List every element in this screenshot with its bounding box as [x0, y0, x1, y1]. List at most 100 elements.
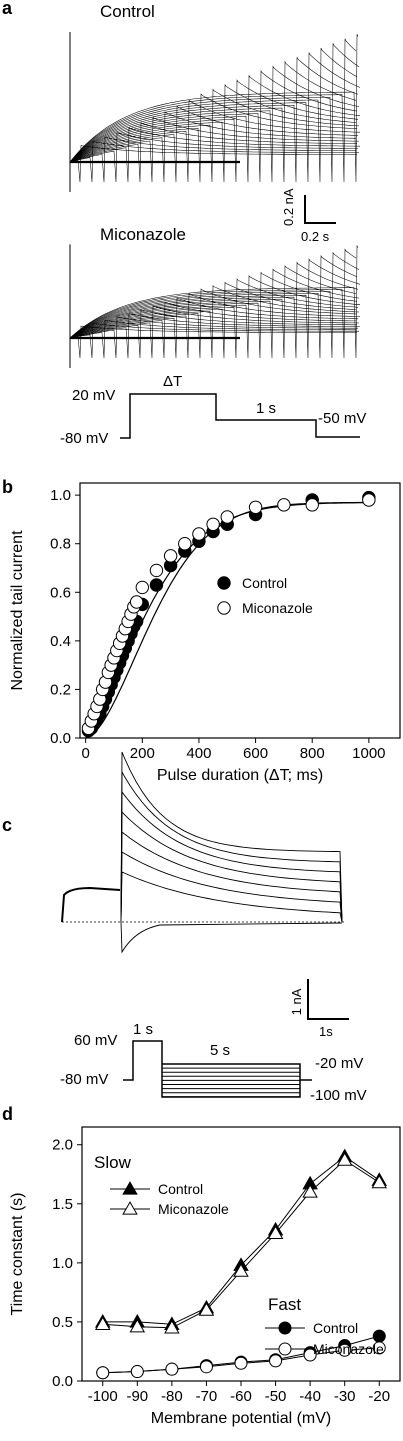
protocol-a-step: 20 mV	[72, 387, 115, 404]
chart-b-series-1-point-26	[277, 498, 291, 512]
c-trace-1	[120, 770, 343, 923]
control-trace-20	[69, 47, 358, 183]
c-trace-2	[120, 790, 343, 923]
chart-d-x-tick-label-1: -90	[126, 1388, 148, 1405]
chart-b-y-tick-label-0: 0.0	[50, 730, 71, 747]
scale-bar-a-y-label: 0.2 nA	[281, 188, 296, 226]
protocol-c-step: 60 mV	[74, 1032, 117, 1049]
chart-d-series-1-point-4	[233, 1263, 249, 1277]
control-trace-14	[69, 74, 361, 183]
chart-d-series-1-point-8	[371, 1174, 388, 1189]
control-trace-8	[69, 105, 359, 183]
chart-d-series-3-point-3	[199, 1360, 213, 1374]
c-trace-6	[120, 871, 343, 923]
chart-b-series-0-point-19	[149, 578, 164, 592]
miconazole-trace-9	[69, 292, 361, 359]
scale-bar-c-x-label: 1s	[319, 1024, 333, 1039]
control-trace-12	[69, 83, 357, 183]
miconazole-trace-4	[69, 312, 360, 359]
chart-d-series-1-line	[102, 1159, 380, 1329]
miconazole-trace-22	[69, 248, 357, 359]
chart-b-series-1-point-28	[362, 493, 376, 507]
protocol-c-holding: -80 mV	[60, 1071, 108, 1088]
chart-b-x-tick-label-2: 400	[186, 745, 211, 762]
chart-d-x-tick-label-4: -60	[230, 1388, 252, 1405]
chart-d-series-1-point-1	[129, 1318, 146, 1333]
chart-b-series-1-point-21	[178, 537, 192, 551]
chart-d-y-tick-label-4: 2.0	[52, 1137, 73, 1154]
chart-d-x-tick-label-7: -30	[334, 1388, 356, 1405]
chart-b-y-tick-label-3: 0.6	[50, 584, 71, 601]
protocol-c-test-duration: 5 s	[210, 1042, 230, 1059]
chart-b-series-1-point-18	[135, 580, 150, 595]
chart-d-series-3-point-6	[303, 1348, 317, 1362]
scale-bar-c: 1 nA 1s	[289, 979, 349, 1039]
miconazole-trace-23	[69, 245, 359, 359]
miconazole-trace-17	[69, 265, 357, 359]
chart-d-x-tick-label-8: -20	[368, 1388, 390, 1405]
chart-d-series-3-point-1	[130, 1365, 144, 1379]
miconazole-trace-19	[69, 258, 361, 359]
chart-d-series-0-line	[102, 1155, 380, 1325]
chart-b-series-1-point-23	[206, 517, 220, 531]
chart-d-series-1-point-6	[302, 1184, 318, 1198]
control-trace-22	[69, 38, 357, 183]
chart-d-series-3-point-7	[338, 1343, 352, 1357]
miconazole-trace-16	[69, 268, 360, 359]
control-trace-16	[69, 65, 360, 183]
chart-d-legend-marker-3	[278, 1342, 292, 1356]
chart-b-x-axis-title: Pulse duration (ΔT; ms)	[157, 767, 323, 784]
chart-d-series-3-point-5	[269, 1354, 283, 1368]
chart-b-frame	[79, 482, 401, 739]
chart-b-series-1-point-20	[163, 549, 178, 563]
protocol-a-pulse: ΔT	[163, 373, 182, 390]
protocol-a-holding: -80 mV	[60, 430, 108, 447]
chart-b-y-axis-title: Normalized tail current	[9, 530, 26, 691]
panel-letter-b: b	[2, 477, 13, 497]
c-trace-0	[120, 751, 343, 923]
chart-b-series-1-point-17	[129, 595, 144, 609]
chart-d-legend-marker-2	[278, 1321, 292, 1335]
chart-d-x-tick-label-2: -80	[161, 1388, 183, 1405]
chart-d-y-tick-label-3: 1.5	[52, 1196, 73, 1213]
chart-b-series-1-point-22	[192, 527, 206, 541]
protocol-c-step-duration: 1 s	[133, 1021, 153, 1038]
chart-b-series-1-point-25	[248, 500, 263, 514]
scale-bar-c-y-label: 1 nA	[289, 988, 304, 1015]
c-trace-5	[120, 851, 343, 923]
miconazole-trace-14	[69, 275, 361, 359]
control-trace-6	[69, 116, 359, 183]
chart-d-series-3-point-8	[372, 1341, 386, 1355]
chart-d-legend-marker-0	[122, 1181, 138, 1195]
chart-b-legend: Control Miconazole	[217, 575, 313, 616]
chart-b-y-tick-label-2: 0.4	[50, 633, 71, 650]
control-trace-2	[69, 136, 357, 183]
chart-d-y-tick-label-2: 1.0	[52, 1255, 73, 1272]
panel-letter-d: d	[2, 1104, 13, 1124]
miconazole-trace-20	[69, 255, 358, 359]
current-traces-c	[61, 751, 345, 954]
miconazole-trace-7	[69, 301, 356, 359]
chart-d-series-1-point-3	[198, 1302, 215, 1316]
chart-d-series-3-point-0	[96, 1366, 110, 1380]
voltage-protocol-a: -80 mV 20 mV ΔT 1 s -50 mV	[60, 373, 366, 447]
chart-d-x-tick-label-5: -50	[265, 1388, 287, 1405]
miconazole-trace-21	[69, 251, 360, 359]
trace-label-control: Control	[100, 2, 155, 21]
protocol-c-top: -20 mV	[315, 1055, 363, 1072]
chart-d-series-1-point-2	[164, 1319, 180, 1334]
scale-bar-a: 0.2 nA 0.2 s	[281, 188, 336, 244]
miconazole-trace-3	[69, 316, 358, 359]
control-trace-13	[69, 79, 359, 183]
protocol-a-tail: -50 mV	[318, 410, 366, 427]
chart-b-series-1-point-24	[220, 510, 234, 524]
miconazole-trace-13	[69, 278, 359, 359]
control-trace-21	[69, 43, 360, 183]
chart-d-series-1-point-0	[94, 1316, 111, 1330]
chart-d-y-tick-label-1: 0.5	[52, 1314, 73, 1331]
panel-letter-c: c	[2, 815, 12, 835]
chart-d-x-tick-label-6: -40	[299, 1388, 321, 1405]
chart-b-x-tick-label-3: 600	[243, 745, 268, 762]
current-traces-miconazole	[69, 244, 361, 368]
